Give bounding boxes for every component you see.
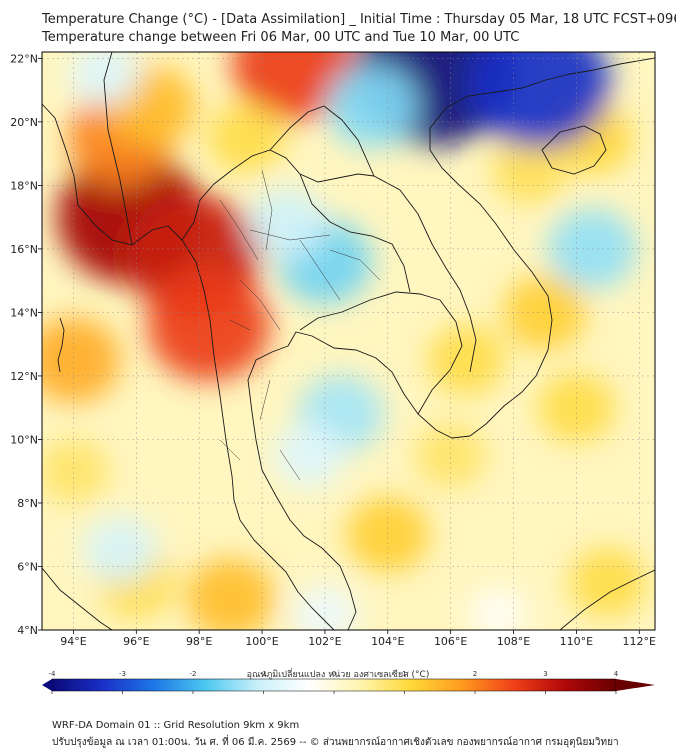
title-line-2: Temperature change between Fri 06 Mar, 0… xyxy=(42,30,520,45)
field-cell-27 xyxy=(69,52,141,107)
x-tick-label: 100°E xyxy=(245,635,278,648)
y-tick-label: 10°N xyxy=(10,433,38,446)
field-cell-3 xyxy=(232,52,355,121)
y-axis: 4°N 6°N 8°N 10°N 12°N 14°N 16°N 18°N 20°N 22°N xyxy=(10,52,42,637)
coastline-malay-west xyxy=(239,519,335,630)
coastline-malay-east xyxy=(247,345,357,630)
footer-update-credit: ปรับปรุงข้อมูล ณ เวลา 01:00น. วัน ศ. ที่… xyxy=(52,737,619,748)
field-cell-16 xyxy=(569,547,647,618)
colorbar-ticks: -4 -3 -2 -1 0 1 2 3 4 xyxy=(49,670,619,694)
coastline-borneo xyxy=(559,569,655,630)
plot-frame xyxy=(41,51,656,631)
field-cell-21 xyxy=(326,64,418,148)
border-thailand-laos xyxy=(299,173,411,293)
field-cell-10 xyxy=(427,325,505,396)
x-tick-label: 94°E xyxy=(60,635,86,648)
y-tick-label: 4°N xyxy=(17,624,38,637)
x-tick-label: 110°E xyxy=(560,635,593,648)
y-tick-label: 6°N xyxy=(17,560,38,573)
temperature-change-map: 94°E 96°E 98°E 100°E 102°E 104°E 106°E 108°E 110… xyxy=(10,51,656,694)
colorbar-tick-label: 1 xyxy=(402,670,406,678)
x-tick-label: 98°E xyxy=(186,635,212,648)
field-cell-8 xyxy=(492,135,567,204)
border-laos-china xyxy=(269,105,375,177)
colorbar-label: อุณหภูมิเปลี่ยนแปลง หน่วย องศาเซลเซียส (… xyxy=(246,670,430,680)
field-cell-11 xyxy=(503,274,587,351)
colorbar-min-arrow xyxy=(42,679,52,691)
y-tick-label: 8°N xyxy=(17,497,38,510)
x-tick-label: 104°E xyxy=(371,635,404,648)
x-tick-label: 96°E xyxy=(123,635,149,648)
field-cell-7 xyxy=(207,102,285,173)
island-andaman xyxy=(57,317,65,373)
province-lines xyxy=(219,169,381,481)
colorbar-tick-label: -2 xyxy=(190,670,197,678)
border-thailand-cambodia xyxy=(299,291,441,331)
colorbar-tick-label: 0 xyxy=(332,670,336,678)
x-tick-label: 108°E xyxy=(497,635,530,648)
colorbar-tick-label: -4 xyxy=(49,670,57,678)
field-cell-13 xyxy=(346,497,430,573)
coastline-vietnam xyxy=(429,57,655,437)
field-cell-2 xyxy=(147,269,270,381)
colorbar-tick-label: 3 xyxy=(543,670,547,678)
coastline-gulf-thailand xyxy=(287,331,471,439)
footer-model-info: WRF-DA Domain 01 :: Grid Resolution 9km … xyxy=(52,720,300,731)
y-tick-label: 22°N xyxy=(10,52,38,65)
field-cell-20 xyxy=(467,52,611,149)
colorbar-tick-label: -1 xyxy=(260,670,267,678)
field-cell-18 xyxy=(415,422,487,488)
coastlines-and-borders xyxy=(42,52,655,630)
border-laos-vietnam xyxy=(373,175,477,373)
field-cell-4 xyxy=(42,317,121,403)
border-cambodia-vietnam xyxy=(417,299,463,415)
coastline-sumatra xyxy=(42,567,113,630)
x-tick-label: 112°E xyxy=(623,635,656,648)
field-cell-17 xyxy=(42,438,110,504)
coastline-myanmar-west xyxy=(42,103,241,521)
border-myanmar-china xyxy=(103,52,133,246)
field-cell-25 xyxy=(273,422,345,488)
field-cell-14 xyxy=(186,558,275,630)
coastline-hainan xyxy=(541,125,607,175)
colorbar-max-arrow xyxy=(616,679,655,691)
y-tick-label: 16°N xyxy=(10,243,38,256)
y-tick-label: 14°N xyxy=(10,306,38,319)
field-cell-28 xyxy=(83,516,158,585)
field-cell-30 xyxy=(469,588,527,630)
temperature-field xyxy=(42,52,647,630)
x-tick-label: 102°E xyxy=(308,635,341,648)
title-line-1: Temperature Change (°C) - [Data Assimila… xyxy=(42,12,676,27)
colorbar-tick-label: 4 xyxy=(614,670,619,678)
colorbar-tick-label: 2 xyxy=(473,670,477,678)
colorbar-tick-label: -3 xyxy=(119,670,126,678)
y-tick-label: 18°N xyxy=(10,179,38,192)
y-tick-label: 12°N xyxy=(10,370,38,383)
x-tick-label: 106°E xyxy=(434,635,467,648)
y-tick-label: 20°N xyxy=(10,116,38,129)
x-axis: 94°E 96°E 98°E 100°E 102°E 104°E 106°E 108°E 110… xyxy=(60,630,656,648)
field-cell-23 xyxy=(248,188,326,259)
